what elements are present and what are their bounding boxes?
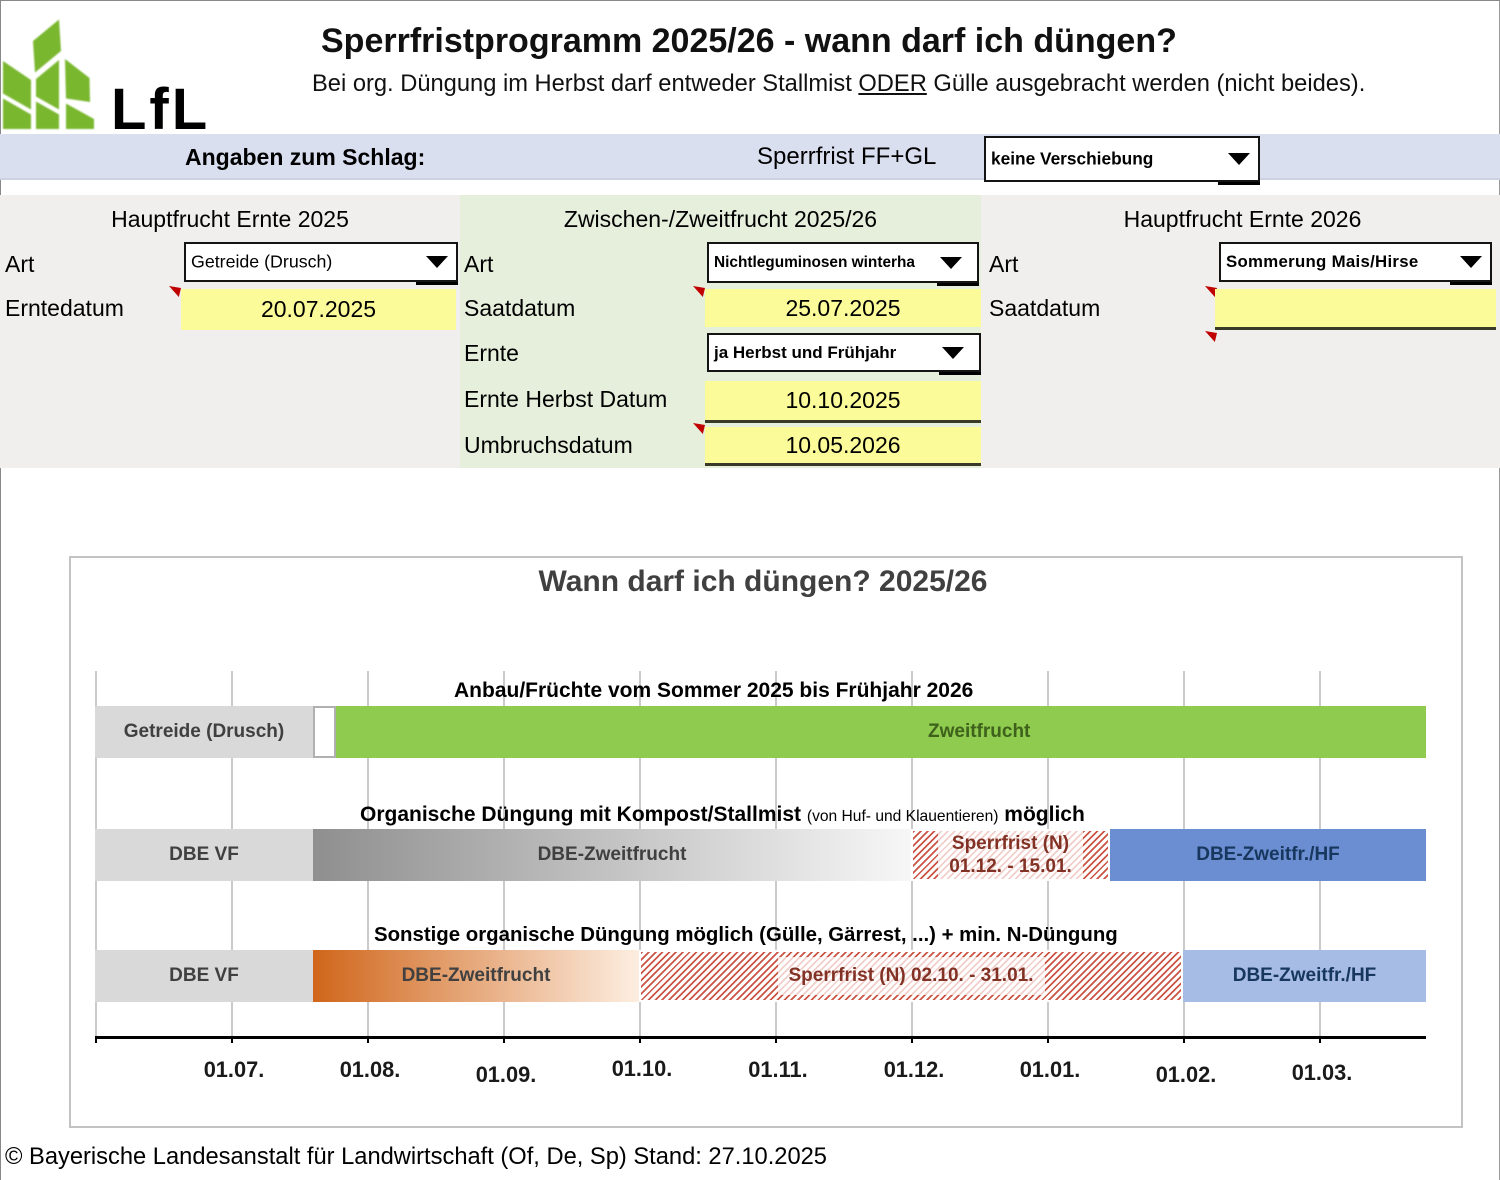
svg-text:LfL: LfL <box>111 77 210 136</box>
